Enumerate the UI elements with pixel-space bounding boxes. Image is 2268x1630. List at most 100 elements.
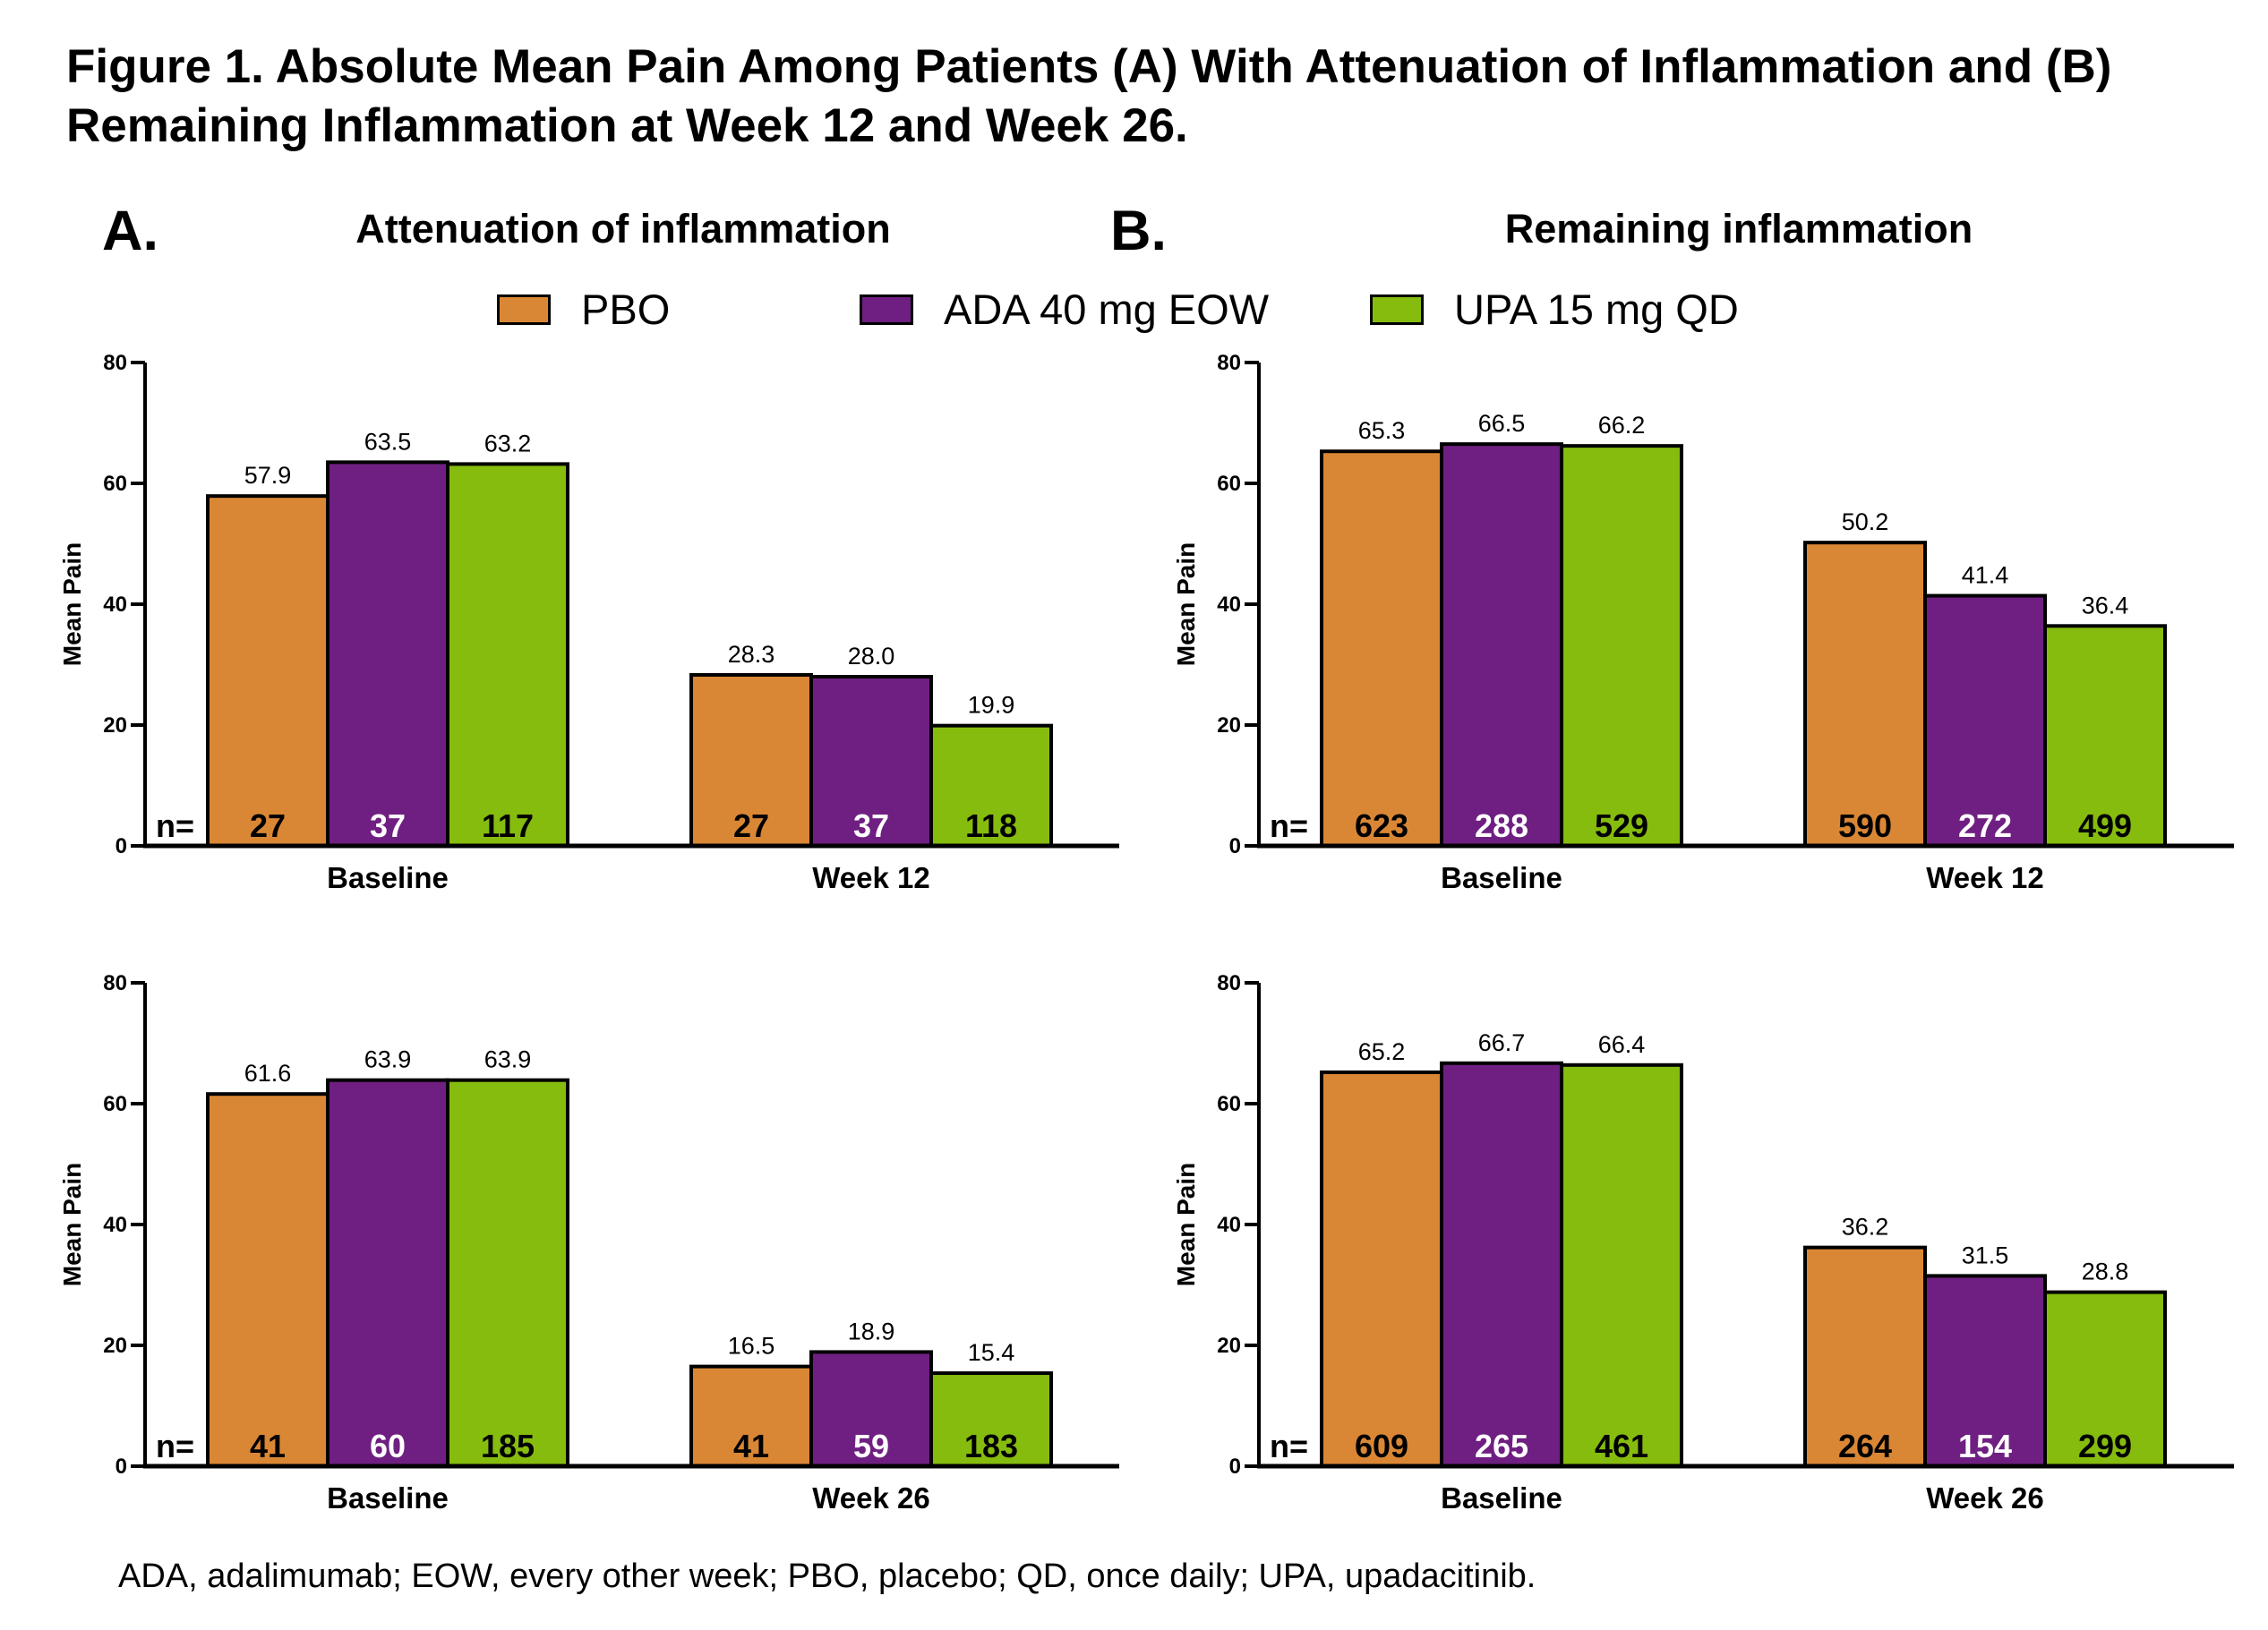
chart-a-top-bar bbox=[809, 675, 933, 848]
chart-a-top-n-value: 117 bbox=[482, 807, 534, 844]
chart-b-top-n-value: 272 bbox=[1958, 807, 2012, 844]
chart-a-bottom-n-value: 41 bbox=[250, 1428, 286, 1464]
chart-a-bottom-y-tick-label: 0 bbox=[116, 1455, 127, 1479]
chart-b-top-bar-value-label: 66.5 bbox=[1478, 410, 1526, 437]
legend-label-pbo: PBO bbox=[581, 286, 671, 333]
chart-b-top-bar-value-label: 36.4 bbox=[2082, 592, 2129, 619]
chart-a-top-y-tick-label: 60 bbox=[103, 472, 127, 496]
chart-a-top-y-tick-label: 40 bbox=[103, 593, 127, 617]
chart-b-top-n-value: 499 bbox=[2078, 807, 2132, 844]
chart-b-top-bar-value-label: 50.2 bbox=[1842, 508, 1889, 535]
chart-b-top-y-tick-label: 60 bbox=[1217, 472, 1241, 496]
chart-b-bottom-n-value: 154 bbox=[1958, 1428, 2012, 1464]
chart-b-top-x-tick-label: Baseline bbox=[1441, 861, 1562, 894]
chart-b-top-n-value: 623 bbox=[1355, 807, 1408, 844]
chart-a-top-bar bbox=[206, 494, 330, 848]
chart-b-bottom-n-value: 265 bbox=[1475, 1428, 1528, 1464]
chart-b-top-x-tick-label: Week 12 bbox=[1926, 861, 2043, 894]
chart-b-bottom-bar-value-label: 66.4 bbox=[1598, 1031, 1646, 1058]
chart-b-bottom-y-tick-label: 20 bbox=[1217, 1334, 1241, 1358]
chart-a-top-bar-value-label: 19.9 bbox=[968, 692, 1015, 719]
chart-a-top-n-value: 27 bbox=[733, 807, 769, 844]
legend-item-upa: UPA 15 mg QD bbox=[1370, 285, 1739, 334]
chart-a-top-n-value: 118 bbox=[965, 807, 1017, 844]
chart-a-top-x-tick-label: Week 12 bbox=[812, 861, 929, 894]
chart-b-bottom-n-value: 609 bbox=[1355, 1428, 1408, 1464]
chart-a-bottom-bar-value-label: 63.9 bbox=[484, 1046, 532, 1073]
chart-b-top-y-tick-label: 20 bbox=[1217, 713, 1241, 738]
chart-a-top-n-value: 37 bbox=[370, 807, 406, 844]
chart-b-top-bar bbox=[1320, 449, 1443, 848]
chart-b-bottom-bar-value-label: 66.7 bbox=[1478, 1029, 1526, 1056]
chart-a-top-bar bbox=[446, 462, 569, 849]
legend-swatch-upa bbox=[1370, 294, 1424, 325]
chart-a-bottom-y-tick-label: 40 bbox=[103, 1213, 127, 1237]
chart-a-bottom-bar bbox=[206, 1092, 330, 1468]
legend-swatch-pbo bbox=[497, 294, 551, 325]
chart-a-top-bar-value-label: 28.3 bbox=[728, 641, 775, 668]
chart-b-bottom-bar bbox=[1803, 1245, 1927, 1469]
chart-a-bottom-x-tick-label: Week 26 bbox=[812, 1481, 929, 1515]
chart-b-top-y-tick-label: 40 bbox=[1217, 593, 1241, 617]
chart-a-bottom-x-tick-label: Baseline bbox=[327, 1481, 449, 1515]
chart-a-top-y-axis-label: Mean Pain bbox=[58, 542, 86, 666]
chart-b-top-n-value: 529 bbox=[1595, 807, 1648, 844]
chart-b-bottom-x-tick-label: Week 26 bbox=[1926, 1481, 2043, 1515]
legend: PBO ADA 40 mg EOW UPA 15 mg QD bbox=[0, 285, 2268, 338]
chart-b-top-n-value: 590 bbox=[1838, 807, 1892, 844]
chart-b-bottom-bar bbox=[1560, 1062, 1683, 1469]
chart-a-bottom-n-value: 183 bbox=[964, 1428, 1018, 1464]
legend-label-ada: ADA 40 mg EOW bbox=[944, 286, 1270, 333]
chart-a-bottom-bar bbox=[689, 1364, 813, 1468]
chart-a-bottom-bar-value-label: 63.9 bbox=[364, 1046, 412, 1073]
legend-item-pbo: PBO bbox=[497, 285, 670, 334]
chart-a-top-bar-value-label: 57.9 bbox=[244, 462, 292, 489]
chart-b-bottom-bar-value-label: 31.5 bbox=[1962, 1242, 2009, 1268]
footnote: ADA, adalimumab; EOW, every other week; … bbox=[118, 1557, 1536, 1595]
legend-item-ada: ADA 40 mg EOW bbox=[860, 285, 1269, 334]
chart-a-top-n-value: 37 bbox=[853, 807, 889, 844]
chart-a-bottom-y-axis-label: Mean Pain bbox=[58, 1163, 86, 1286]
chart-b-top-n-label: n= bbox=[1270, 807, 1308, 844]
chart-a-bottom-y-tick-label: 20 bbox=[103, 1334, 127, 1358]
chart-b-bottom-y-tick-label: 40 bbox=[1217, 1213, 1241, 1237]
chart-b-top-bar-value-label: 66.2 bbox=[1598, 412, 1646, 439]
chart-a-bottom-bar-value-label: 16.5 bbox=[728, 1333, 775, 1360]
panel-b-title: Remaining inflammation bbox=[1504, 206, 1973, 252]
panel-b-letter: B. bbox=[1110, 200, 1167, 262]
chart-a-top-bar-value-label: 28.0 bbox=[848, 643, 895, 670]
chart-a-bottom-n-value: 41 bbox=[733, 1428, 769, 1464]
chart-b-top-y-axis-label: Mean Pain bbox=[1172, 542, 1200, 666]
chart-a-top-bar bbox=[326, 460, 449, 848]
chart-b-top-bar bbox=[1440, 442, 1563, 848]
chart-a-top-x-tick-label: Baseline bbox=[327, 861, 449, 894]
chart-b-bottom-n-value: 299 bbox=[2078, 1428, 2132, 1464]
chart-a-bottom-bar bbox=[326, 1078, 449, 1469]
chart-a-top-bar-value-label: 63.5 bbox=[364, 428, 412, 455]
chart-b-top-bar-value-label: 41.4 bbox=[1962, 562, 2009, 589]
chart-b-bottom-y-axis-label: Mean Pain bbox=[1172, 1163, 1200, 1286]
chart-a-top-n-label: n= bbox=[156, 807, 194, 844]
chart-a-bottom-bar-value-label: 61.6 bbox=[244, 1060, 292, 1087]
chart-a-top-y-tick-label: 80 bbox=[103, 351, 127, 375]
chart-a-bottom-bar-value-label: 15.4 bbox=[968, 1339, 1015, 1366]
panel-a-title: Attenuation of inflammation bbox=[355, 206, 891, 252]
chart-a-bottom-n-label: n= bbox=[156, 1428, 194, 1464]
chart-a-bottom-n-value: 60 bbox=[370, 1428, 406, 1464]
chart-a-bottom-bar-value-label: 18.9 bbox=[848, 1318, 895, 1344]
chart-b-top-bar bbox=[1560, 444, 1683, 848]
legend-swatch-ada bbox=[860, 294, 913, 325]
chart-b-bottom-bar-value-label: 65.2 bbox=[1358, 1038, 1406, 1065]
chart-a-top-y-tick-label: 20 bbox=[103, 713, 127, 738]
chart-a-top-bar bbox=[929, 723, 1053, 848]
chart-b-bottom-bar-value-label: 28.8 bbox=[2082, 1259, 2129, 1285]
chart-b-bottom-n-label: n= bbox=[1270, 1428, 1308, 1464]
chart-b-bottom-bar-value-label: 36.2 bbox=[1842, 1214, 1889, 1241]
chart-a-bottom-n-value: 59 bbox=[853, 1428, 889, 1464]
chart-b-bottom-bar bbox=[2043, 1290, 2167, 1468]
chart-a-bottom-n-value: 185 bbox=[481, 1428, 535, 1464]
chart-b-bottom-n-value: 264 bbox=[1838, 1428, 1892, 1464]
chart-b-bottom-y-tick-label: 60 bbox=[1217, 1092, 1241, 1116]
chart-a-bottom-bar bbox=[446, 1078, 569, 1469]
chart-b-bottom-y-tick-label: 0 bbox=[1229, 1455, 1241, 1479]
